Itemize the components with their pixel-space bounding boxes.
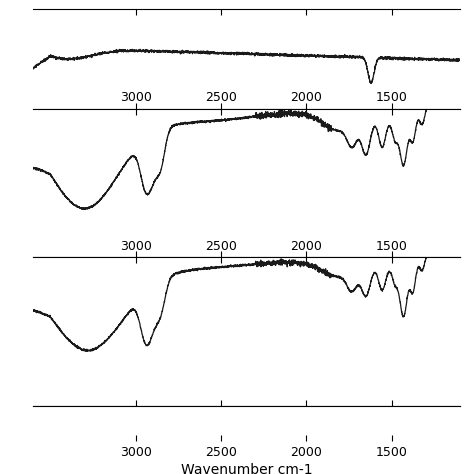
X-axis label: Wavenumber cm-1: Wavenumber cm-1 (181, 463, 312, 474)
